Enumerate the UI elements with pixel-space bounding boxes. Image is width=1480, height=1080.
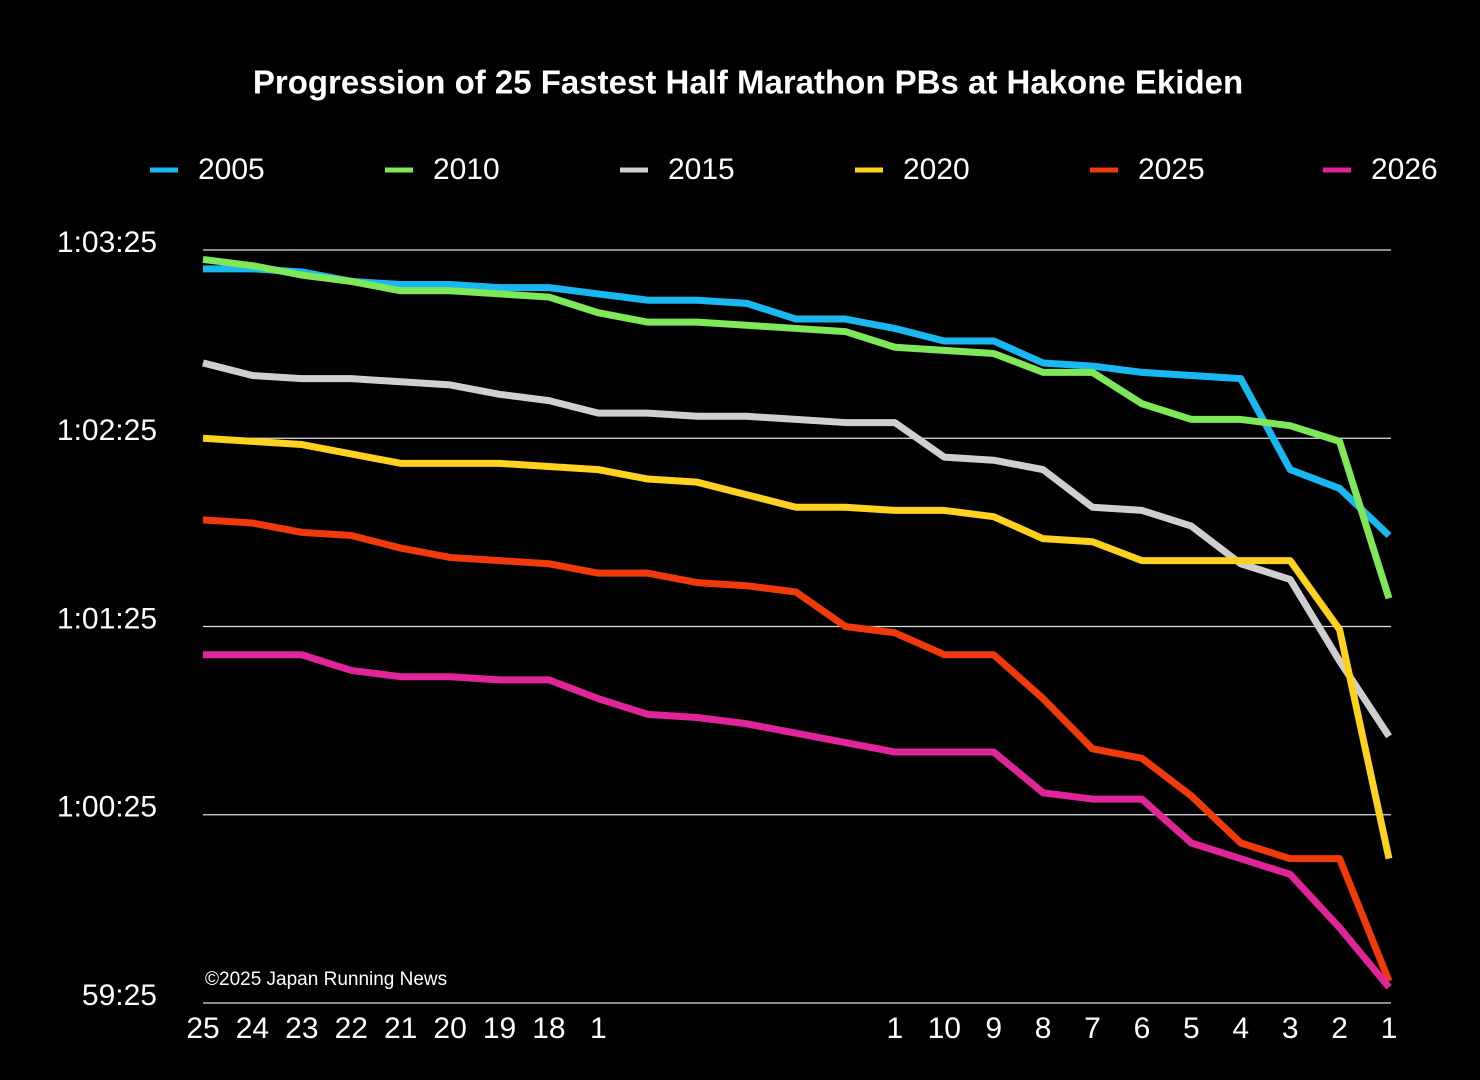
legend-label: 2015 xyxy=(668,153,735,186)
x-tick-label: 1 xyxy=(1381,1012,1398,1045)
x-tick-label: 5 xyxy=(1183,1012,1200,1045)
legend-label: 2020 xyxy=(903,153,970,186)
x-tick-label: 25 xyxy=(186,1012,219,1045)
chart-title: Progression of 25 Fastest Half Marathon … xyxy=(253,64,1243,101)
x-tick-label: 3 xyxy=(1282,1012,1299,1045)
x-tick-label: 9 xyxy=(985,1012,1002,1045)
x-tick-label: 20 xyxy=(433,1012,466,1045)
x-tick-label: 1 xyxy=(590,1012,607,1045)
y-tick-label: 1:03:25 xyxy=(57,226,157,259)
x-tick-label: 6 xyxy=(1134,1012,1151,1045)
x-tick-label: 19 xyxy=(483,1012,516,1045)
legend-label: 2005 xyxy=(198,153,265,186)
x-tick-label: 4 xyxy=(1232,1012,1249,1045)
x-tick-label: 10 xyxy=(928,1012,961,1045)
x-tick-label: 24 xyxy=(236,1012,269,1045)
x-tick-label: 2 xyxy=(1331,1012,1348,1045)
y-tick-label: 1:01:25 xyxy=(57,602,157,635)
y-tick-label: 1:00:25 xyxy=(57,791,157,824)
x-tick-label: 1 xyxy=(886,1012,903,1045)
x-tick-label: 22 xyxy=(335,1012,368,1045)
x-tick-label: 18 xyxy=(532,1012,565,1045)
legend-label: 2025 xyxy=(1138,153,1205,186)
x-tick-label: 7 xyxy=(1084,1012,1101,1045)
x-tick-label: 21 xyxy=(384,1012,417,1045)
series-line xyxy=(203,265,1392,539)
annotation: ©2025 Japan Running News xyxy=(205,969,447,990)
legend-label: 2010 xyxy=(433,153,500,186)
series-line xyxy=(202,255,1393,600)
series-line xyxy=(202,434,1393,860)
y-tick-label: 59:25 xyxy=(82,979,157,1012)
series-line xyxy=(202,359,1392,739)
legend-label: 2026 xyxy=(1371,153,1438,186)
y-tick-label: 1:02:25 xyxy=(57,414,157,447)
series-line xyxy=(203,651,1392,990)
series-line xyxy=(202,516,1393,983)
x-tick-label: 23 xyxy=(285,1012,318,1045)
x-tick-label: 8 xyxy=(1035,1012,1052,1045)
